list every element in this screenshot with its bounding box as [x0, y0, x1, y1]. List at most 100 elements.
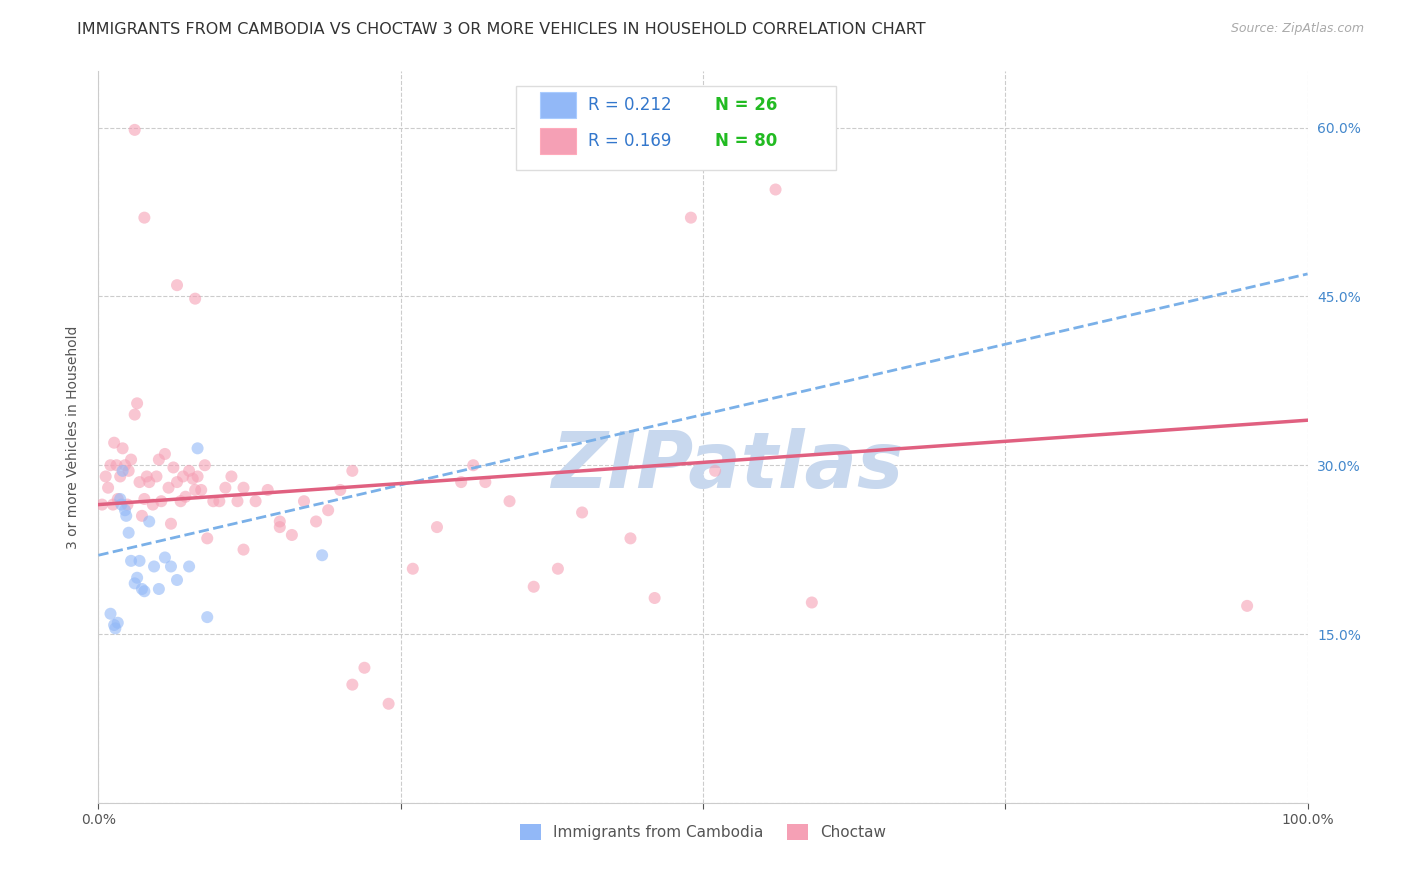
Point	[426, 520, 449, 534]
Text: N = 80: N = 80	[716, 132, 778, 150]
Point	[138, 515, 160, 529]
Point	[179, 464, 201, 478]
Point	[463, 458, 485, 473]
Point	[221, 469, 243, 483]
Point	[103, 435, 125, 450]
Point	[281, 528, 304, 542]
Point	[329, 483, 352, 497]
Point	[169, 494, 191, 508]
Point	[111, 464, 134, 478]
Bar	[540, 128, 576, 154]
Point	[143, 559, 166, 574]
Point	[101, 498, 124, 512]
Point	[571, 506, 593, 520]
Point	[135, 469, 157, 483]
Point	[114, 503, 136, 517]
Point	[174, 490, 197, 504]
Point	[187, 442, 209, 456]
Bar	[540, 92, 576, 118]
Point	[172, 469, 194, 483]
Point	[118, 525, 141, 540]
Y-axis label: 3 or more Vehicles in Household: 3 or more Vehicles in Household	[66, 326, 80, 549]
Point	[153, 550, 176, 565]
Point	[245, 494, 267, 508]
Point	[114, 458, 136, 473]
Point	[184, 483, 207, 497]
Point	[402, 562, 425, 576]
Point	[108, 491, 131, 506]
Point	[111, 442, 134, 456]
Point	[523, 580, 546, 594]
Point	[134, 491, 156, 506]
Point	[157, 481, 180, 495]
Point	[342, 678, 364, 692]
Point	[353, 661, 375, 675]
Point	[195, 532, 218, 546]
Point	[142, 498, 165, 512]
Point	[474, 475, 496, 489]
Point	[498, 494, 520, 508]
Point	[131, 508, 153, 523]
Point	[115, 508, 138, 523]
Legend: Immigrants from Cambodia, Choctaw: Immigrants from Cambodia, Choctaw	[513, 818, 893, 847]
Point	[342, 464, 364, 478]
Point	[100, 458, 122, 473]
Point	[160, 516, 183, 531]
Point	[124, 123, 146, 137]
Point	[97, 481, 120, 495]
Point	[269, 515, 291, 529]
Point	[194, 458, 217, 473]
Point	[181, 472, 204, 486]
Point	[179, 559, 201, 574]
Point	[232, 481, 254, 495]
Text: IMMIGRANTS FROM CAMBODIA VS CHOCTAW 3 OR MORE VEHICLES IN HOUSEHOLD CORRELATION : IMMIGRANTS FROM CAMBODIA VS CHOCTAW 3 OR…	[77, 22, 927, 37]
Point	[153, 447, 176, 461]
Point	[195, 610, 218, 624]
Point	[644, 591, 666, 605]
Point	[232, 542, 254, 557]
Text: N = 26: N = 26	[716, 95, 778, 113]
Point	[166, 573, 188, 587]
Point	[110, 498, 132, 512]
Point	[150, 494, 173, 508]
Point	[128, 475, 150, 489]
Point	[377, 697, 399, 711]
Point	[160, 559, 183, 574]
Point	[450, 475, 472, 489]
Point	[311, 548, 333, 562]
Point	[162, 460, 184, 475]
Point	[226, 494, 249, 508]
Point	[131, 582, 153, 596]
Point	[105, 458, 128, 473]
Point	[547, 562, 569, 576]
Point	[765, 182, 787, 196]
Point	[202, 494, 225, 508]
Point	[316, 503, 339, 517]
Point	[124, 576, 146, 591]
Point	[108, 469, 131, 483]
Point	[134, 211, 156, 225]
Point	[103, 618, 125, 632]
Point	[292, 494, 315, 508]
Point	[118, 464, 141, 478]
Point	[256, 483, 278, 497]
Point	[1236, 599, 1258, 613]
Point	[184, 292, 207, 306]
Text: Source: ZipAtlas.com: Source: ZipAtlas.com	[1230, 22, 1364, 36]
Point	[138, 475, 160, 489]
Point	[269, 520, 291, 534]
Point	[148, 452, 170, 467]
Point	[704, 464, 727, 478]
Point	[117, 498, 139, 512]
Point	[187, 469, 209, 483]
Point	[679, 211, 702, 225]
Point	[124, 408, 146, 422]
Point	[800, 595, 823, 609]
Point	[134, 584, 156, 599]
Point	[127, 571, 149, 585]
Text: R = 0.169: R = 0.169	[588, 132, 672, 150]
Text: ZIPatlas: ZIPatlas	[551, 428, 903, 504]
Point	[104, 621, 127, 635]
Point	[128, 554, 150, 568]
Point	[120, 452, 142, 467]
